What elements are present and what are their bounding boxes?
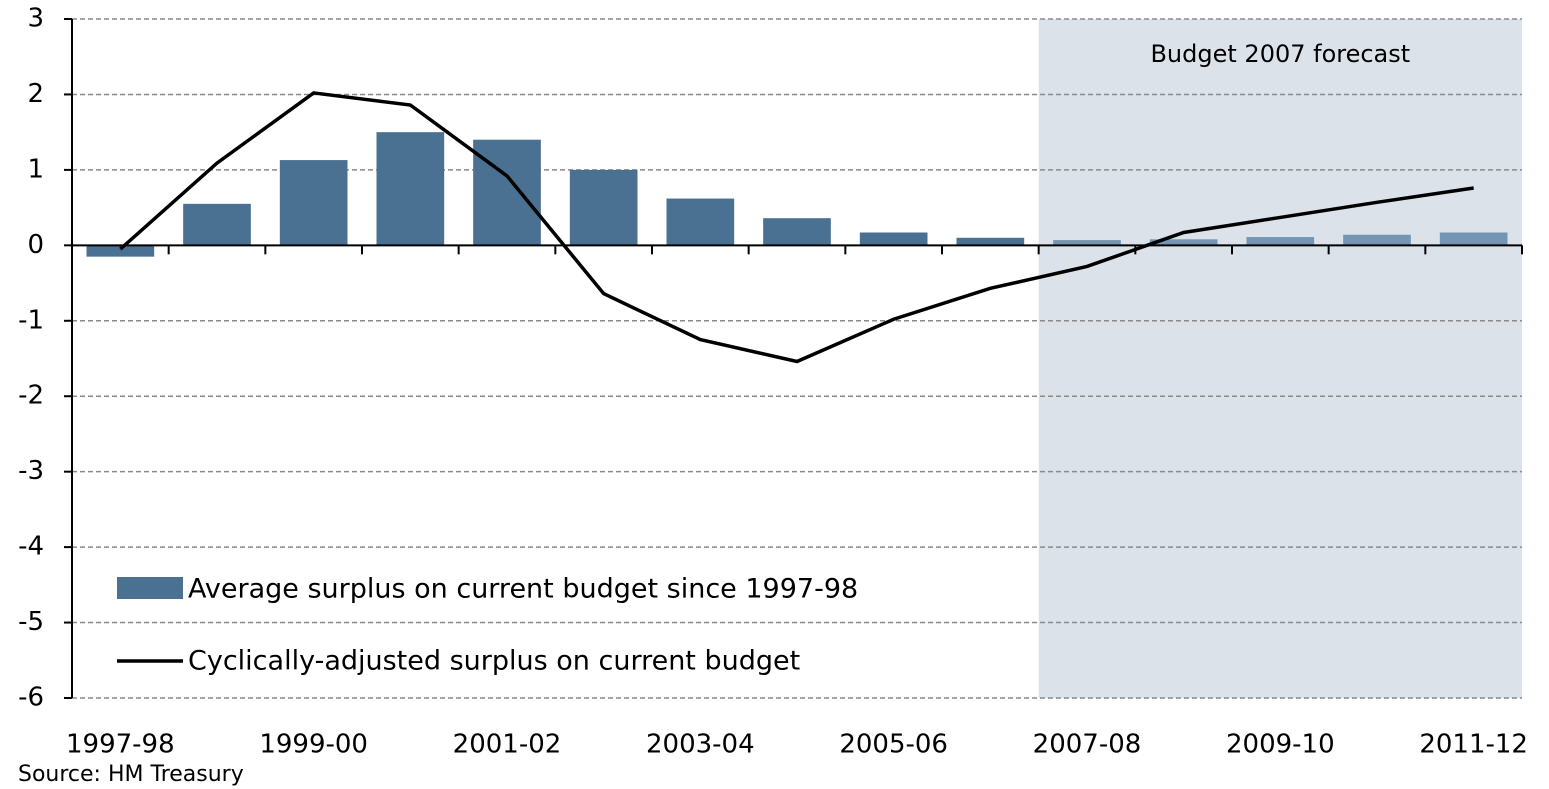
- x-tick-label: 2011-12: [1419, 730, 1528, 760]
- y-tick-label: 0: [27, 230, 44, 260]
- x-tick-label: 2005-06: [839, 730, 948, 760]
- bar: [763, 218, 831, 246]
- bar: [1246, 237, 1315, 246]
- forecast-label: Budget 2007 forecast: [1150, 40, 1410, 68]
- x-tick-label: 1997-98: [66, 730, 175, 760]
- legend-swatch: [117, 577, 183, 599]
- y-tick-label: -5: [18, 607, 44, 637]
- forecast-region: [1038, 19, 1522, 698]
- x-tick-label: 2009-10: [1226, 730, 1335, 760]
- source-note: Source: HM Treasury: [18, 762, 244, 787]
- x-tick-label: 2003-04: [646, 730, 755, 760]
- y-tick-label: -3: [18, 456, 44, 486]
- y-tick-label: -1: [18, 305, 44, 335]
- bar: [376, 132, 445, 246]
- bar: [473, 139, 541, 246]
- x-tick-label: 2001-02: [453, 730, 562, 760]
- y-tick-label: -2: [18, 381, 44, 411]
- bar: [956, 237, 1025, 246]
- bar: [1149, 239, 1218, 246]
- legend-label: Average surplus on current budget since …: [188, 574, 858, 605]
- bar: [859, 232, 928, 246]
- legend-label: Cyclically-adjusted surplus on current b…: [188, 646, 800, 677]
- y-tick-label: -6: [18, 683, 44, 713]
- bar: [279, 160, 348, 246]
- x-tick-label: 2007-08: [1033, 730, 1142, 760]
- bar: [569, 169, 638, 246]
- y-tick-label: 3: [27, 4, 44, 34]
- bar: [1439, 232, 1508, 246]
- bar: [1343, 234, 1411, 246]
- bar: [183, 203, 251, 246]
- y-tick-label: 1: [27, 154, 44, 184]
- bar: [666, 198, 735, 246]
- y-tick-label: -4: [18, 532, 44, 562]
- bar: [86, 245, 155, 257]
- y-tick-label: 2: [27, 79, 44, 109]
- line-series: [119, 91, 1474, 364]
- x-tick-label: 1999-00: [259, 730, 368, 760]
- bar: [1053, 240, 1121, 246]
